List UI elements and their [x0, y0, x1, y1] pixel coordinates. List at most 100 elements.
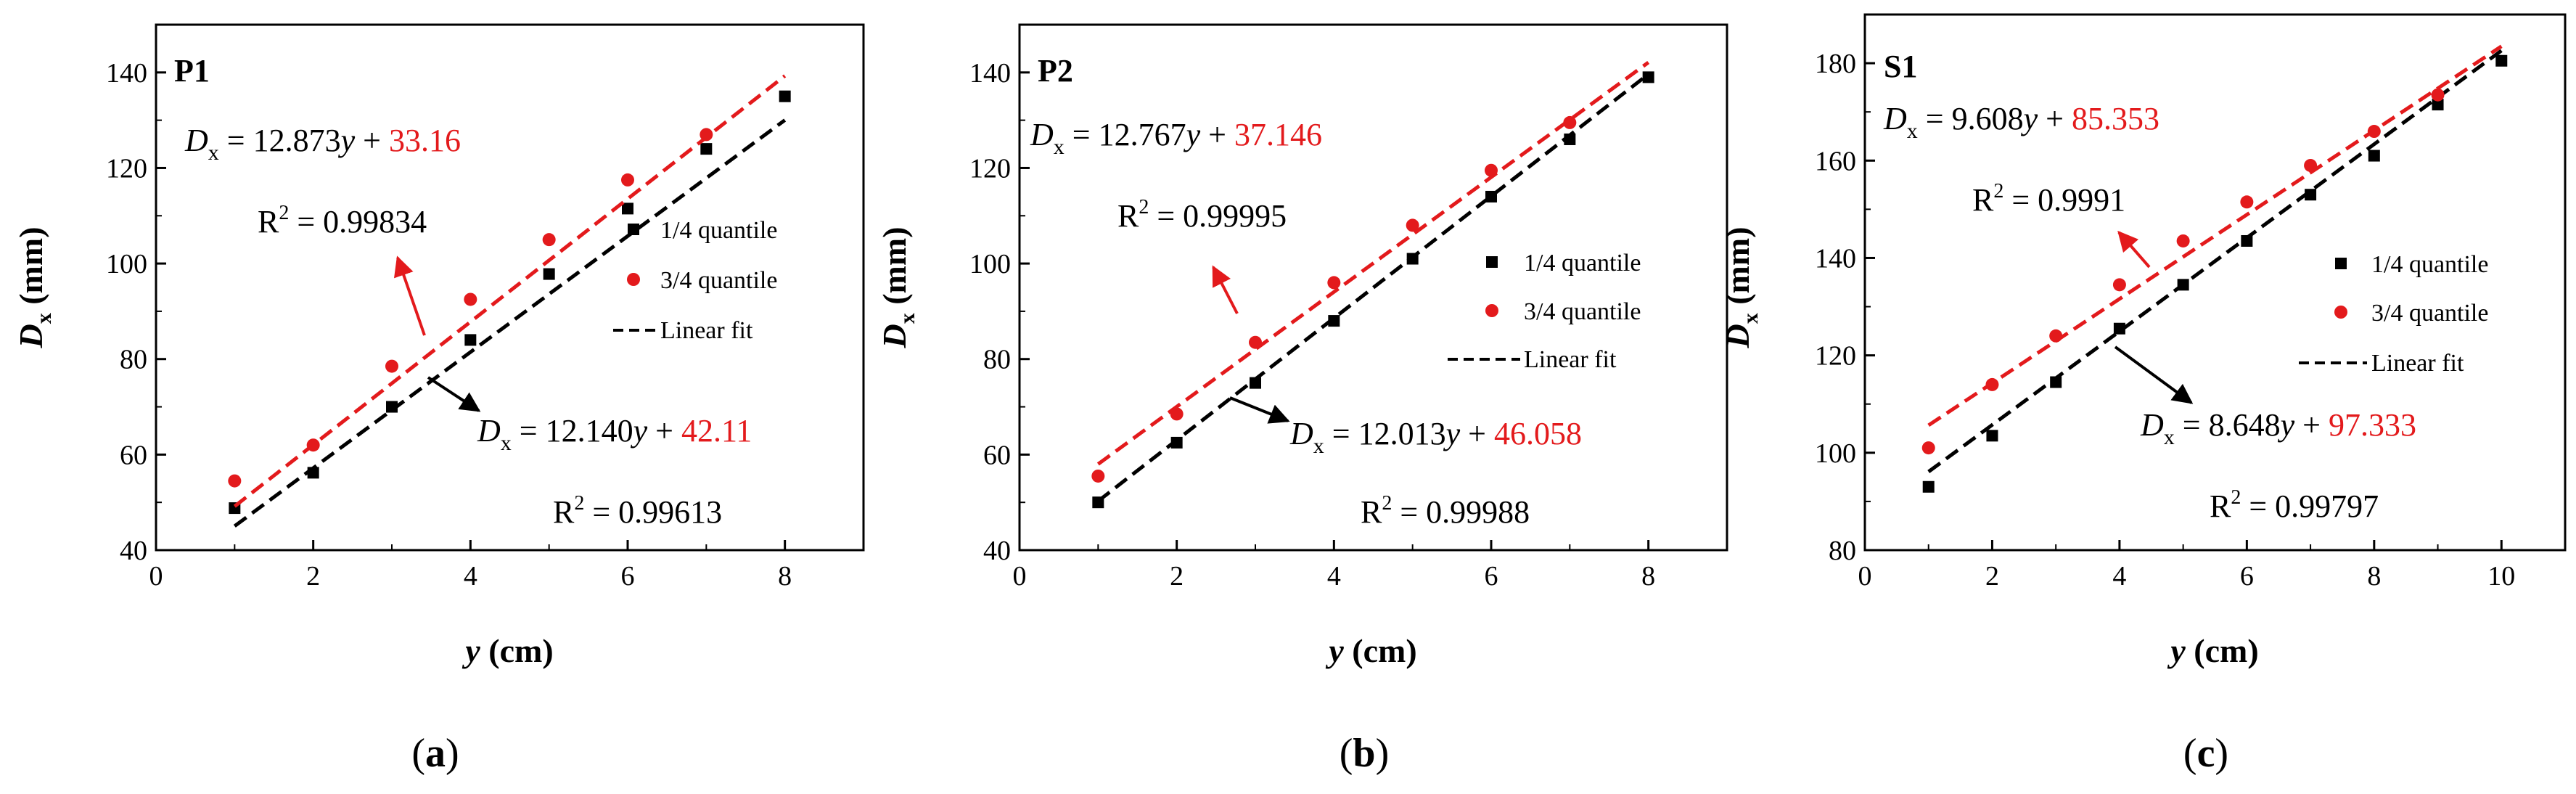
data-point-q1 [1250, 377, 1261, 389]
y-tick-label: 120 [969, 153, 1011, 184]
y-tick-label: 80 [983, 345, 1011, 375]
data-point-q1 [2495, 54, 2508, 67]
panel-b: 0 2 4 6 8 40 60 80 100 120 140 P2 Dx (mm) y (cm) D… [876, 23, 1728, 776]
y-tick-label: 180 [1815, 49, 1856, 79]
data-point-q3 [1249, 335, 1262, 349]
x-tick-label: 0 [1858, 561, 1872, 592]
x-tick-label: 4 [2112, 561, 2126, 592]
data-point-q3 [2112, 278, 2126, 292]
panel-a: 0 2 4 6 8 40 60 80 100 120 140 P1 Dx (mm) y (cm) D… [12, 23, 865, 776]
data-point-q1 [1170, 436, 1183, 449]
legend-marker-q3 [627, 273, 640, 286]
x-tick-label: 8 [778, 561, 792, 592]
panel-name: P2 [1038, 53, 1073, 89]
data-point-q3 [1170, 407, 1184, 421]
legend-marker-q1 [628, 224, 639, 235]
y-tick-label: 40 [983, 536, 1011, 566]
legend-label-fit: Linear fit [2371, 350, 2464, 377]
data-point-q3 [1327, 276, 1341, 290]
legend-marker-q1 [1486, 256, 1498, 268]
x-tick-label: 0 [149, 561, 163, 592]
data-point-q3 [2176, 234, 2190, 247]
panel-name: P1 [174, 53, 210, 89]
legend-label-q1: 1/4 quantile [1524, 250, 1641, 277]
panel-c: 0 2 4 6 8 10 80 100 120 140 160 180 S1 Dx (mm) y (c… [1719, 13, 2567, 776]
data-point-q1 [2305, 189, 2317, 201]
data-point-q1 [2432, 99, 2444, 111]
x-tick-label: 0 [1013, 561, 1027, 592]
plot-frame [1863, 13, 2567, 552]
y-tick-label: 120 [1815, 341, 1856, 372]
legend-marker-q3 [1485, 304, 1498, 317]
legend-label-fit: Linear fit [1524, 346, 1617, 373]
data-point-q1 [1642, 71, 1654, 83]
data-point-q3 [2431, 88, 2445, 102]
data-point-q1 [1986, 430, 1998, 442]
data-point-q3 [464, 292, 477, 306]
data-point-q3 [2367, 125, 2381, 139]
x-tick-label: 2 [306, 561, 320, 592]
data-point-q3 [700, 128, 713, 142]
lower-r-squared: R2 = 0.99613 [553, 492, 722, 530]
y-tick-label: 160 [1815, 146, 1856, 176]
data-point-q3 [621, 173, 634, 187]
legend-label-q3: 3/4 quantile [660, 267, 777, 294]
data-point-q1 [2177, 279, 2189, 291]
data-marks [1921, 44, 2508, 493]
legend-label-fit: Linear fit [660, 317, 753, 344]
y-tick-label: 140 [969, 58, 1011, 89]
legend-label-q3: 3/4 quantile [2371, 300, 2488, 327]
upper-equation: Dx = 12.767y + 37.146 [1030, 117, 1322, 159]
lower-arrow [2114, 345, 2194, 404]
upper-arrow [394, 255, 426, 336]
panel-letter: (a) [411, 731, 459, 776]
data-point-q1 [1922, 480, 1935, 493]
data-point-q3 [1985, 377, 1999, 391]
data-point-q3 [1563, 115, 1577, 129]
upper-r-squared: R2 = 0.9991 [1972, 180, 2125, 218]
legend: 1/4 quantile 3/4 quantile Linear fit [2299, 251, 2488, 377]
data-point-q1 [1406, 253, 1419, 265]
lower-r-squared: R2 = 0.99988 [1361, 492, 1530, 530]
data-point-q3 [2304, 158, 2318, 172]
plot-frame [155, 23, 865, 552]
legend-label-q3: 3/4 quantile [1524, 298, 1641, 325]
data-point-q3 [1406, 218, 1419, 232]
y-tick-label: 140 [1815, 243, 1856, 274]
y-axis-label: Dx (mm) [1719, 226, 1763, 348]
data-point-q1 [386, 401, 398, 413]
x-tick-label: 6 [1485, 561, 1498, 592]
y-tick-label: 60 [983, 440, 1011, 470]
data-point-q3 [1091, 469, 1105, 483]
data-point-q3 [1921, 441, 1935, 455]
x-axis-label: y (cm) [1325, 632, 1416, 669]
fit-line [233, 74, 787, 508]
y-tick-label: 140 [106, 58, 147, 89]
x-tick-label: 10 [2487, 561, 2515, 592]
lower-r-squared: R2 = 0.99797 [2210, 486, 2379, 524]
x-tick-label: 8 [2367, 561, 2381, 592]
data-point-q1 [464, 334, 477, 346]
panel-name: S1 [1884, 49, 1917, 84]
data-marks [1091, 60, 1654, 509]
ticks: 0 2 4 6 8 10 80 100 120 140 160 180 [1815, 49, 2515, 592]
legend-marker-q1 [2335, 258, 2347, 269]
data-point-q1 [1092, 496, 1104, 509]
data-point-q3 [2240, 195, 2254, 209]
data-point-q1 [2113, 322, 2125, 335]
lower-arrow [427, 376, 481, 412]
upper-arrow [2117, 230, 2151, 269]
data-point-q1 [1564, 133, 1576, 145]
x-tick-label: 8 [1641, 561, 1655, 592]
data-point-q1 [2050, 376, 2062, 388]
y-tick-label: 40 [120, 536, 147, 566]
ticks: 0 2 4 6 8 40 60 80 100 120 140 [969, 58, 1655, 592]
data-point-q1 [700, 143, 713, 155]
data-point-q1 [307, 467, 319, 479]
data-point-q1 [779, 90, 791, 102]
ticks: 0 2 4 6 8 40 60 80 100 120 140 [106, 58, 792, 592]
y-axis-label: Dx (mm) [876, 226, 919, 348]
legend: 1/4 quantile 3/4 quantile Linear fit [613, 217, 777, 344]
y-axis-label: Dx (mm) [12, 226, 56, 348]
